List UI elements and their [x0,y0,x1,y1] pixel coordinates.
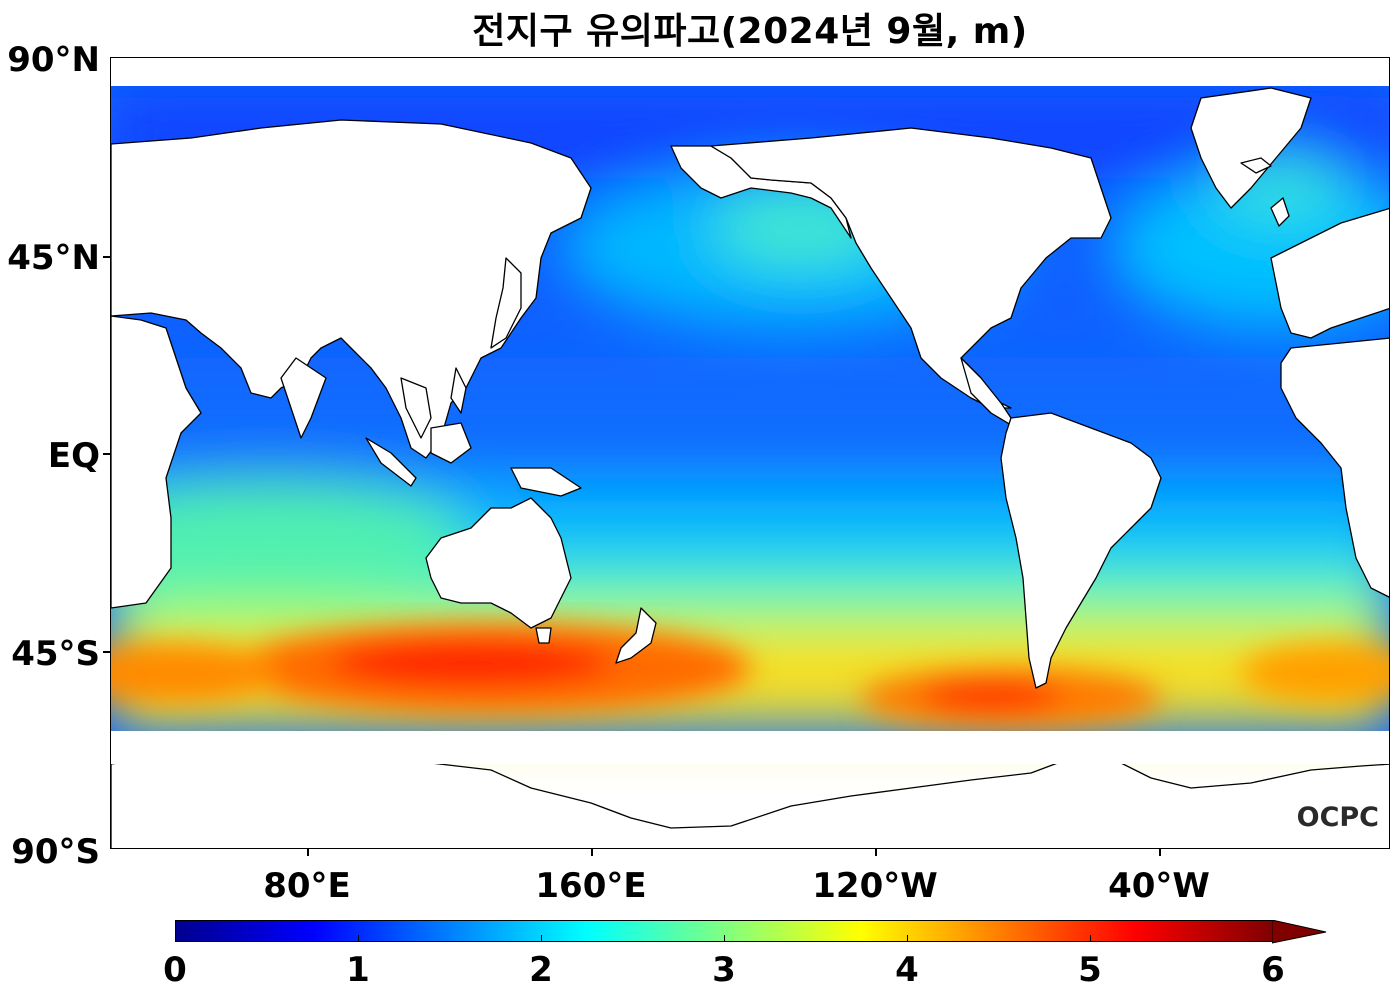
lat-tick [103,651,110,653]
south-america [1000,412,1162,689]
british-isles [1270,197,1290,227]
greenland [1190,87,1312,209]
colorbar-tick-label: 1 [346,950,370,990]
no-data-mask [111,58,1389,764]
lat-label-90s: 90°S [11,832,100,872]
philippines [450,367,467,414]
colorbar-extend-arrow [1272,920,1327,944]
iceland [1240,157,1272,174]
colorbar-tick [1090,935,1091,942]
africa-west [1280,337,1389,598]
india [280,357,327,439]
watermark-logo: OCPC [1297,802,1379,833]
africa-east [111,315,202,609]
lon-label-160e: 160°E [535,866,647,906]
lon-label-40w: 40°W [1108,866,1210,906]
southeast-asia [400,377,432,439]
lon-tick [591,849,593,856]
colorbar-tick [358,935,359,942]
lon-label-80e: 80°E [263,866,351,906]
lon-tick [1159,849,1161,856]
new-guinea [510,467,582,497]
colorbar-tick-label: 4 [895,950,919,990]
lon-tick [875,849,877,856]
colorbar-tick-label: 2 [529,950,553,990]
map-title: 전지구 유의파고(2024년 9월, m) [472,11,1028,52]
lat-label-45n: 45°N [7,238,100,278]
lat-label-90n: 90°N [7,40,100,80]
lat-tick [103,256,110,258]
colorbar-tick [907,935,908,942]
colorbar-tick [541,935,542,942]
borneo [430,422,472,464]
lat-label-45s: 45°S [11,634,100,674]
lat-tick [103,453,110,455]
land-masses [111,87,1389,848]
europe-africa-west [1270,207,1389,339]
colorbar-tick-label: 6 [1261,950,1285,990]
ocean-field [111,86,1389,731]
lat-label-eq: EQ [47,436,100,476]
colorbar-tick-label: 0 [163,950,187,990]
eurasia-west [111,119,592,459]
colorbar-tick-label: 3 [712,950,736,990]
lon-label-120w: 120°W [812,866,938,906]
japan [490,257,522,349]
new-zealand [615,607,657,664]
map-canvas: OCPC [111,58,1389,848]
wave-height-map: OCPC [110,57,1390,849]
tasmania [535,627,552,644]
australia [425,497,572,629]
sumatra [365,437,417,487]
colorbar-tick [724,935,725,942]
lon-tick [307,849,309,856]
colorbar-tick-label: 5 [1078,950,1102,990]
